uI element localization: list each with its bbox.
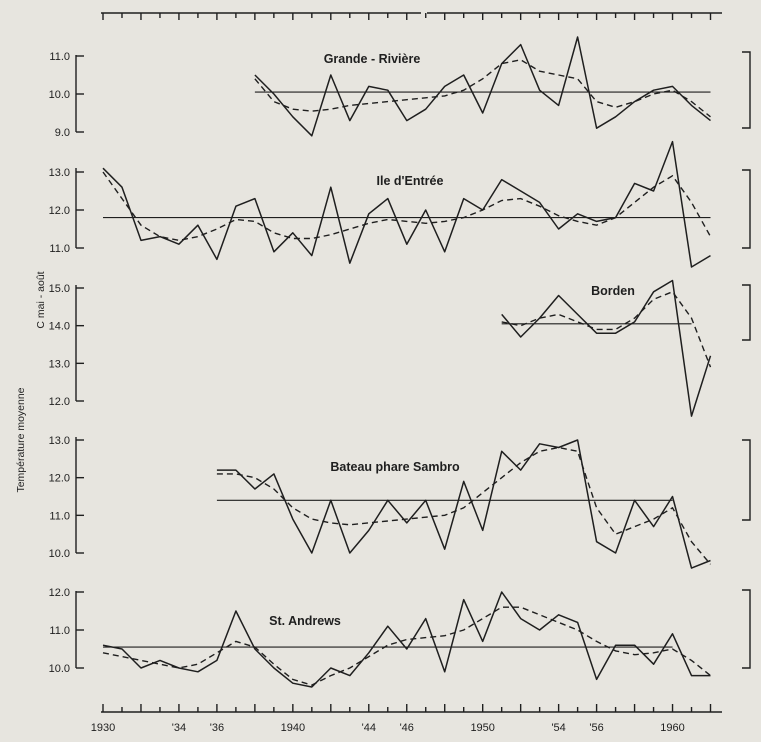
right-bracket: [742, 169, 751, 249]
right-bracket: [742, 589, 751, 669]
x-axis: 1930 '34 '36 1940 '44 '46 1950 '54 '56 1960: [91, 704, 722, 734]
y-tick-label: 11.0: [49, 625, 70, 637]
panel-2: 12.0 13.0 14.0 15.0 Borden: [49, 279, 712, 417]
y-tick-label: 9.0: [55, 127, 70, 139]
x-tick-label: '36: [210, 722, 224, 734]
smoothed-line: [501, 290, 712, 368]
smoothed-line: [102, 606, 711, 686]
observed-line: [102, 591, 711, 688]
y-tick-label: 12.0: [49, 205, 70, 217]
observed-line: [501, 279, 712, 417]
panel-title: Borden: [591, 284, 635, 298]
y-tick-label: 14.0: [49, 321, 70, 333]
y-tick-label: 13.0: [49, 435, 70, 447]
x-tick-label: 1960: [660, 722, 684, 734]
right-bracket: [742, 51, 751, 129]
y-tick-label: 12.0: [49, 396, 70, 408]
right-bracket: [742, 284, 751, 341]
y-tick-label: 15.0: [49, 283, 70, 295]
x-tick-label: 1940: [281, 722, 305, 734]
x-tick-label: '56: [589, 722, 603, 734]
y-axis-label-right: C mai - août: [35, 271, 47, 328]
y-tick-label: 12.0: [49, 473, 70, 485]
y-tick-label: 11.0: [49, 51, 70, 63]
right-bracket-axis: [742, 51, 751, 669]
panel-title: Ile d'Entrée: [377, 174, 444, 188]
smoothed-line: [216, 446, 712, 565]
y-tick-label: 13.0: [49, 358, 70, 370]
panel-1: 11.0 12.0 13.0 Ile d'Entrée: [49, 140, 712, 268]
x-tick-label: 1930: [91, 722, 115, 734]
observed-line: [216, 439, 711, 569]
y-tick-label: 11.0: [49, 243, 70, 255]
observed-line: [102, 140, 711, 268]
x-tick-label: '44: [362, 722, 376, 734]
panel-0: 9.0 10.0 11.0 Grande - Rivière: [49, 36, 711, 139]
observed-line: [254, 36, 711, 137]
y-tick-label: 10.0: [49, 548, 70, 560]
panel-3: 10.0 11.0 12.0 13.0 Bateau phare Sambro: [49, 435, 712, 569]
y-tick-label: 13.0: [49, 167, 70, 179]
right-bracket: [742, 439, 751, 521]
x-tick-label: 1950: [470, 722, 494, 734]
panel-title: Grande - Rivière: [324, 52, 421, 66]
panel-title: Bateau phare Sambro: [330, 460, 460, 474]
y-tick-label: 10.0: [49, 663, 70, 675]
panel-4: 10.0 11.0 12.0 St. Andrews: [49, 587, 711, 688]
x-tick-label: '34: [172, 722, 186, 734]
smoothed-line: [102, 171, 712, 242]
y-axis-label-left: Température moyenne: [15, 387, 27, 492]
top-border-axis: [101, 12, 722, 20]
x-tick-label: '54: [551, 722, 565, 734]
y-tick-label: 12.0: [49, 587, 70, 599]
smoothed-line: [254, 59, 711, 118]
x-tick-label: '46: [400, 722, 414, 734]
y-tick-label: 10.0: [49, 89, 70, 101]
panel-title: St. Andrews: [269, 614, 341, 628]
chart-panels: 9.0 10.0 11.0 Grande - Rivière 11.0 12.0 13.0 I…: [49, 36, 712, 688]
y-tick-label: 11.0: [49, 510, 70, 522]
